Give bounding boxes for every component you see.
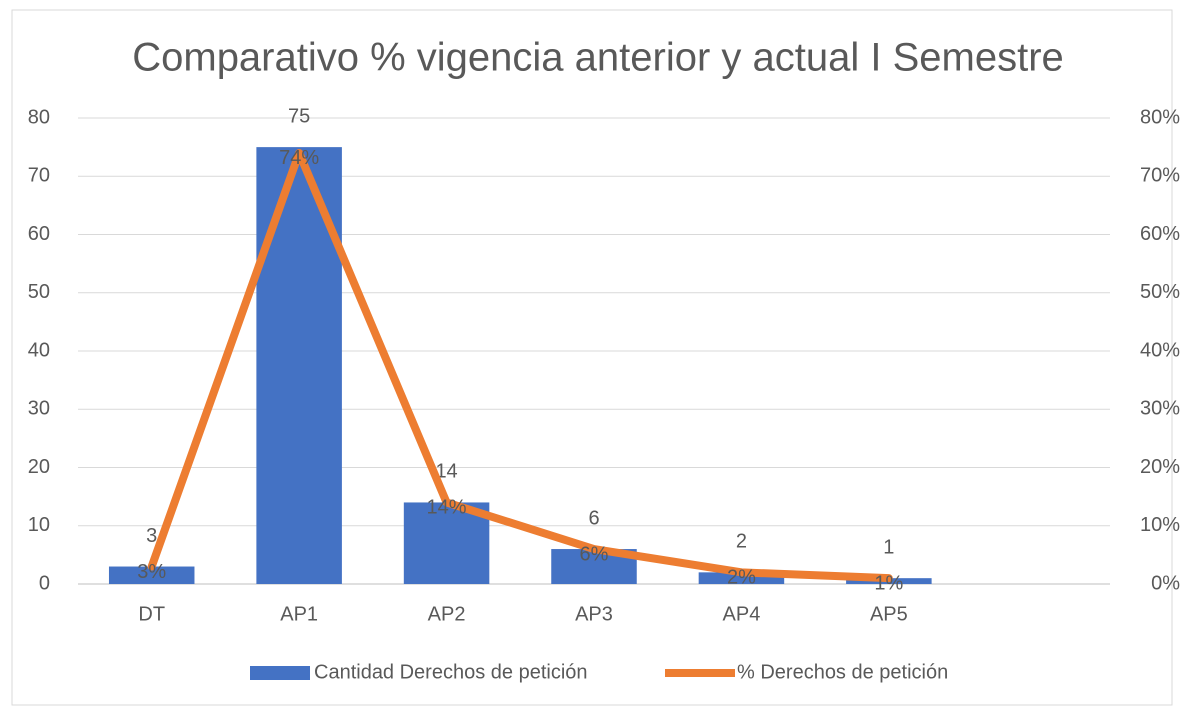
chart-title: Comparativo % vigencia anterior y actual… (132, 36, 1064, 80)
y-tick-label: 50 (28, 281, 50, 303)
bar-value-label: 14 (435, 461, 457, 483)
x-tick-label: DT (138, 603, 165, 625)
y2-tick-label: 10% (1140, 514, 1180, 536)
x-tick-label: AP2 (428, 603, 466, 625)
y2-tick-label: 80% (1140, 106, 1180, 128)
y-tick-label: 20 (28, 456, 50, 478)
bar-value-label: 2 (736, 531, 747, 553)
y2-tick-label: 30% (1140, 398, 1180, 420)
x-tick-label: AP4 (723, 603, 761, 625)
bar-value-label: 6 (588, 507, 599, 529)
x-tick-label: AP3 (575, 603, 613, 625)
y-tick-label: 0 (39, 572, 50, 594)
y-tick-label: 30 (28, 398, 50, 420)
line-value-label: 6% (580, 543, 609, 565)
y2-tick-label: 0% (1151, 572, 1180, 594)
bar-value-label: 75 (288, 105, 310, 127)
y2-tick-label: 60% (1140, 223, 1180, 245)
x-tick-label: AP5 (870, 603, 908, 625)
x-tick-label: AP1 (280, 603, 318, 625)
bar (108, 566, 195, 584)
legend-swatch (250, 666, 310, 680)
bar (698, 572, 785, 584)
y2-tick-label: 40% (1140, 339, 1180, 361)
bar (256, 147, 342, 584)
line-value-label: 74% (279, 147, 319, 169)
y2-tick-label: 50% (1140, 281, 1180, 303)
line-value-label: 2% (727, 567, 756, 589)
line-value-label: 14% (427, 497, 467, 519)
line-value-label: 3% (137, 561, 166, 583)
line-value-label: 1% (874, 572, 903, 594)
y-tick-label: 10 (28, 514, 50, 536)
bar-value-label: 3 (146, 525, 157, 547)
legend-label: Cantidad Derechos de petición (314, 661, 588, 683)
legend-label: % Derechos de petición (737, 661, 948, 683)
y-tick-label: 40 (28, 339, 50, 361)
y-tick-label: 70 (28, 165, 50, 187)
chart-frame (11, 9, 1173, 706)
bar (403, 502, 490, 584)
y-tick-label: 60 (28, 223, 50, 245)
y2-tick-label: 70% (1140, 165, 1180, 187)
y2-tick-label: 20% (1140, 456, 1180, 478)
bar-value-label: 1 (883, 536, 894, 558)
y-tick-label: 80 (28, 106, 50, 128)
line (147, 148, 893, 583)
